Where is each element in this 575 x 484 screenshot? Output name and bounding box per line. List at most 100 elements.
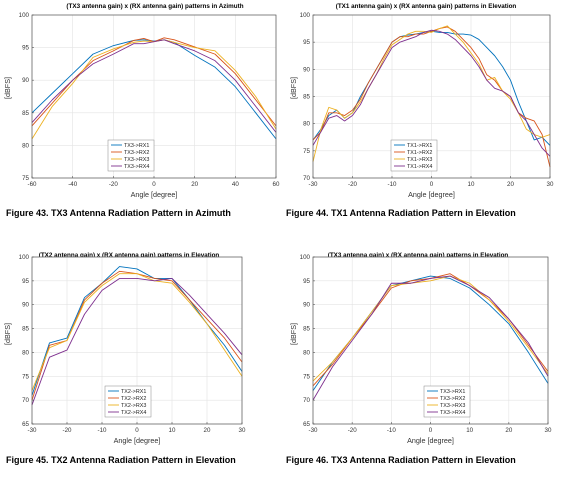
y-tick-label: 95 [303, 278, 310, 285]
x-tick-label: -20 [63, 427, 73, 434]
y-tick-label: 90 [303, 66, 310, 73]
figure-caption: Figure 43. TX3 Antenna Radiation Pattern… [6, 208, 231, 218]
x-tick-label: -30 [309, 427, 319, 434]
chart-tx3-azimuth: (TX3 antenna gain) x (RX antenna gain) p… [3, 3, 280, 199]
legend-entry: TX3->RX4 [124, 164, 149, 170]
y-tick-label: 100 [300, 254, 311, 261]
tick-labels: -30 -20 -10 0 10 20 30 70 75 80 85 90 95 100 [300, 12, 554, 188]
y-tick-label: 75 [303, 148, 310, 155]
legend-entry: TX2->RX3 [121, 403, 146, 409]
chart-title: (TX3 antenna gain) x (RX antenna gain) p… [328, 252, 509, 259]
x-axis-label: Angle [degree] [408, 190, 455, 199]
chart-tx3-elevation: (TX3 antenna gain) x (RX antenna gain) p… [289, 252, 552, 445]
x-tick-label: 20 [204, 427, 211, 434]
chart-panel-tx1-elevation: (TX1 antenna gain) x (RX antenna gain) p… [286, 0, 575, 242]
y-tick-label: 80 [22, 142, 29, 149]
y-tick-label: 85 [22, 110, 29, 117]
y-axis-label: [dBFS] [3, 77, 12, 99]
x-tick-label: -10 [388, 181, 398, 188]
chart-panel-tx3-elevation: (TX3 antenna gain) x (RX antenna gain) p… [286, 242, 575, 484]
y-tick-label: 80 [303, 349, 310, 356]
y-tick-label: 95 [303, 39, 310, 46]
legend-entry: TX3->RX3 [440, 403, 465, 409]
series-line-tx3rx4 [31, 39, 277, 133]
x-axis-label: Angle [degree] [114, 436, 161, 445]
legend-entry: TX3->RX4 [440, 410, 465, 416]
x-tick-label: 0 [429, 427, 433, 434]
series-line-tx2rx4 [31, 278, 243, 406]
y-tick-label: 70 [303, 175, 310, 182]
x-tick-label: 40 [232, 181, 239, 188]
x-tick-label: -20 [348, 181, 358, 188]
series-lines [31, 266, 243, 406]
legend-entry: TX2->RX4 [121, 410, 146, 416]
chart-tx2-elevation: (TX2 antenna gain) x (RX antenna gain) p… [3, 252, 246, 445]
x-tick-label: -30 [28, 427, 38, 434]
x-tick-label: 60 [273, 181, 280, 188]
series-lines [31, 37, 277, 140]
figure-caption: Figure 44. TX1 Antenna Radiation Pattern… [286, 208, 516, 218]
legend-entry: TX3->RX1 [124, 143, 149, 149]
legend-entry: TX2->RX2 [121, 396, 146, 402]
x-tick-label: 20 [505, 427, 512, 434]
y-tick-label: 65 [22, 421, 29, 428]
y-tick-label: 90 [303, 302, 310, 309]
chart-title: (TX1 antenna gain) x (RX antenna gain) p… [336, 3, 517, 10]
y-tick-label: 80 [22, 349, 29, 356]
legend-entry: TX1->RX1 [407, 143, 432, 149]
y-tick-label: 85 [22, 326, 29, 333]
x-tick-label: -20 [109, 181, 119, 188]
y-tick-label: 75 [22, 373, 29, 380]
series-lines [312, 25, 551, 168]
x-tick-label: 10 [169, 427, 176, 434]
series-line-tx3rx1 [31, 39, 277, 140]
tick-labels: -30 -20 -10 0 10 20 30 65 70 75 80 85 90 95 100 [300, 254, 552, 434]
legend-entry: TX1->RX4 [407, 164, 432, 170]
x-tick-label: 0 [152, 181, 156, 188]
x-tick-label: -10 [387, 427, 397, 434]
y-axis-label: [dBFS] [3, 323, 12, 345]
y-tick-label: 90 [22, 302, 29, 309]
chart-panel-tx3-azimuth: (TX3 antenna gain) x (RX antenna gain) p… [0, 0, 288, 242]
legend-entry: TX3->RX2 [440, 396, 465, 402]
x-tick-label: 30 [545, 427, 552, 434]
y-axis-label: [dBFS] [289, 77, 298, 99]
x-tick-label: 10 [466, 427, 473, 434]
legend-entry: TX2->RX1 [121, 389, 146, 395]
chart-title: (TX3 antenna gain) x (RX antenna gain) p… [66, 3, 243, 10]
y-axis-label: [dBFS] [289, 323, 298, 345]
x-tick-label: 20 [507, 181, 514, 188]
x-tick-label: 0 [430, 181, 434, 188]
legend-entry: TX3->RX1 [440, 389, 465, 395]
y-tick-label: 85 [303, 94, 310, 101]
figure-caption: Figure 45. TX2 Antenna Radiation Pattern… [6, 455, 236, 465]
y-tick-label: 75 [303, 373, 310, 380]
x-tick-label: -20 [348, 427, 358, 434]
chart-title: (TX2 antenna gain) x (RX antenna gain) p… [39, 252, 220, 259]
series-line-tx2rx3 [31, 273, 243, 391]
legend-entry: TX1->RX3 [407, 157, 432, 163]
x-tick-label: -60 [28, 181, 38, 188]
series-line-tx3rx4 [312, 275, 549, 401]
x-tick-label: 30 [239, 427, 246, 434]
y-tick-label: 75 [22, 175, 29, 182]
x-tick-label: 30 [547, 181, 554, 188]
y-tick-label: 100 [19, 12, 30, 19]
x-tick-label: -10 [98, 427, 108, 434]
series-lines [312, 273, 549, 401]
y-tick-label: 85 [303, 326, 310, 333]
series-line-tx1rx4 [312, 29, 551, 157]
y-tick-label: 70 [303, 397, 310, 404]
y-tick-label: 100 [300, 12, 311, 19]
series-line-tx1rx3 [312, 25, 551, 162]
x-tick-label: -40 [68, 181, 78, 188]
x-tick-label: 10 [468, 181, 475, 188]
legend-entry: TX1->RX2 [407, 150, 432, 156]
legend-entry: TX3->RX3 [124, 157, 149, 163]
y-tick-label: 90 [22, 77, 29, 84]
legend-entry: TX3->RX2 [124, 150, 149, 156]
chart-tx1-elevation: (TX1 antenna gain) x (RX antenna gain) p… [289, 3, 554, 199]
